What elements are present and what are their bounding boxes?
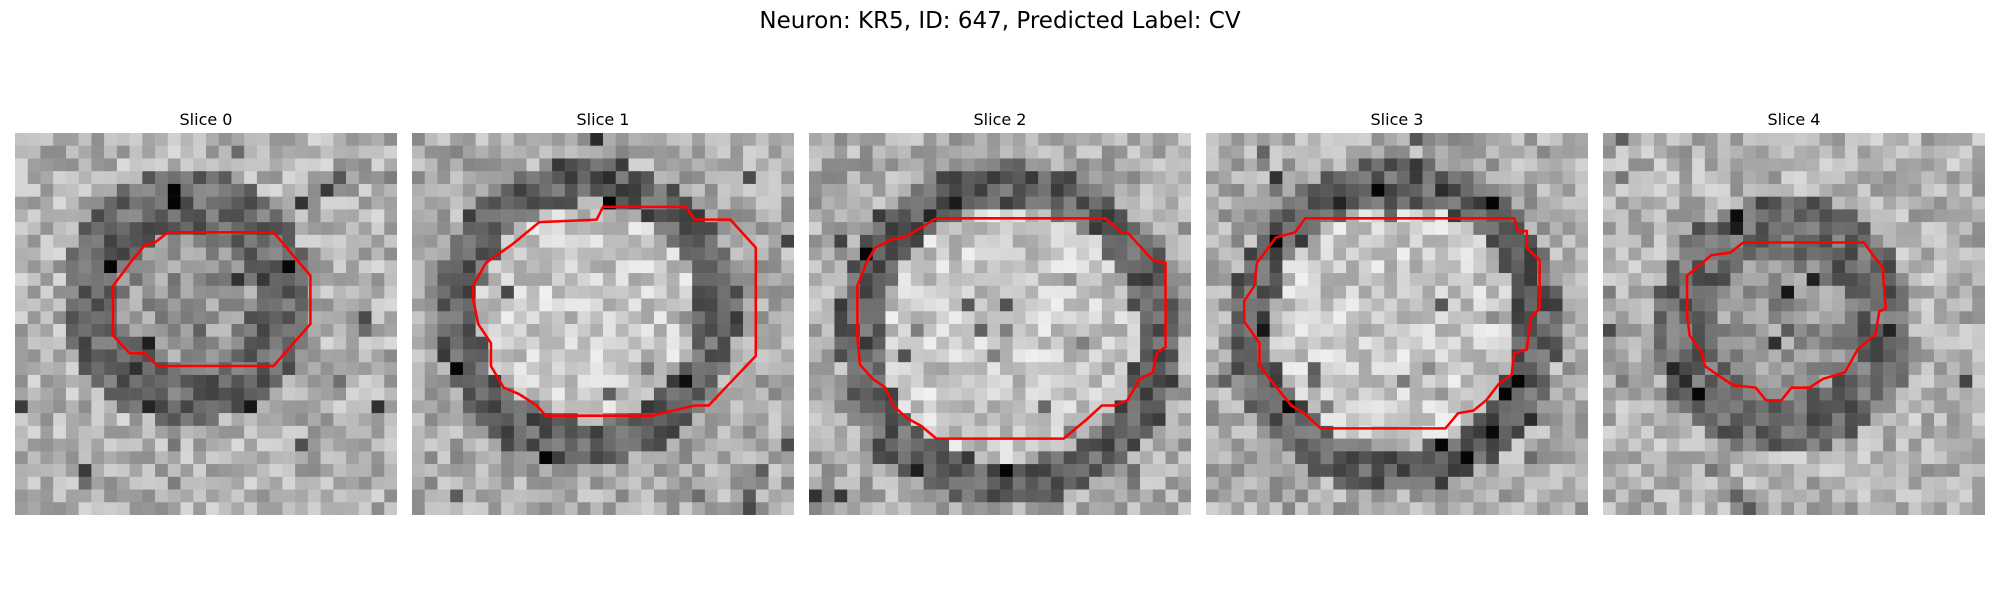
slice-image-3	[1206, 133, 1588, 515]
page-title: Neuron: KR5, ID: 647, Predicted Label: C…	[759, 8, 1241, 34]
slice-panel-4: Slice 4	[1603, 108, 1985, 515]
region-contour-2	[856, 217, 1167, 440]
slice-image-4	[1603, 133, 1985, 515]
slice-panel-0: Slice 0	[15, 108, 397, 515]
slice-image-0	[15, 133, 397, 515]
slice-title-1: Slice 1	[576, 110, 630, 129]
region-contour-3	[1242, 217, 1541, 430]
slice-image-1	[412, 133, 794, 515]
region-contour-4	[1685, 241, 1888, 402]
slice-panel-1: Slice 1	[412, 108, 794, 515]
slice-panel-2: Slice 2	[809, 108, 1191, 515]
slice-title-2: Slice 2	[973, 110, 1027, 129]
region-contour-0	[111, 231, 312, 368]
slice-title-4: Slice 4	[1767, 110, 1821, 129]
slice-panel-3: Slice 3	[1206, 108, 1588, 515]
region-contour-1	[471, 205, 758, 417]
slice-image-2	[809, 133, 1191, 515]
slice-title-0: Slice 0	[179, 110, 233, 129]
slice-title-3: Slice 3	[1370, 110, 1424, 129]
